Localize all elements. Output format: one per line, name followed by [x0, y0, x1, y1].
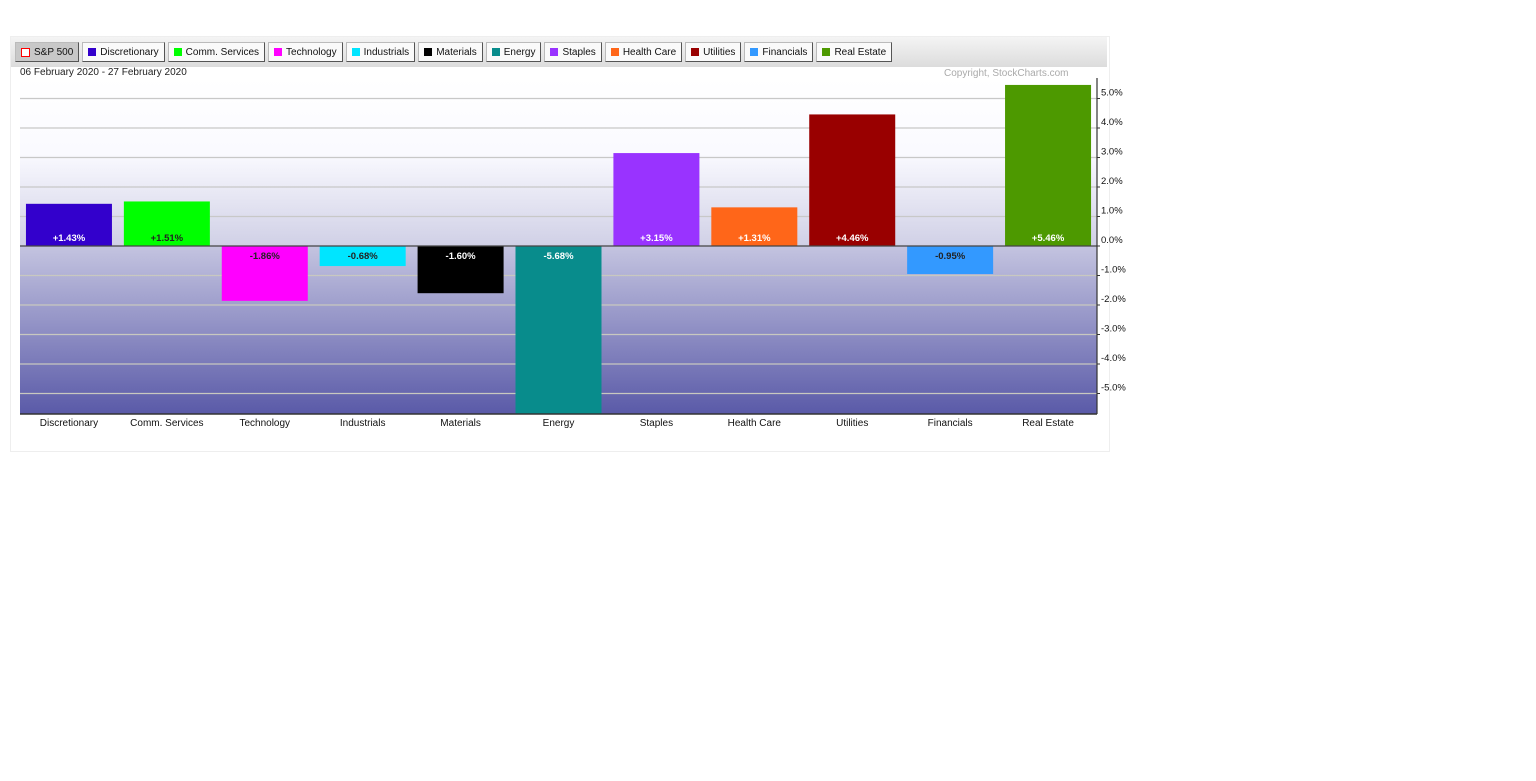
bar-health-care [711, 207, 798, 246]
data-label: +1.51% [151, 233, 184, 244]
y-tick-label: -2.0% [1101, 294, 1126, 305]
legend-button-comm-services[interactable]: Comm. Services [167, 42, 266, 62]
bar-industrials [319, 246, 406, 267]
x-tick-label: Comm. Services [130, 418, 203, 429]
bar-comm-services [123, 201, 210, 246]
bar-staples [613, 153, 700, 246]
legend-swatch [610, 48, 619, 56]
data-label: -0.95% [935, 251, 966, 262]
legend-button-utilities[interactable]: Utilities [685, 42, 742, 62]
bar-technology [221, 246, 308, 301]
date-range: 06 February 2020 - 27 February 2020 [20, 67, 187, 78]
data-label: -5.68% [543, 251, 574, 262]
x-tick-label: Industrials [340, 418, 386, 429]
legend-swatch [424, 48, 433, 56]
legend-swatch [88, 48, 97, 56]
legend-button-health-care[interactable]: Health Care [604, 42, 683, 62]
x-tick-label: Technology [239, 418, 290, 429]
y-tick-label: -4.0% [1101, 353, 1126, 364]
legend-label: Comm. Services [185, 46, 260, 58]
x-tick-label: Discretionary [40, 418, 98, 429]
legend-swatch [750, 48, 759, 56]
legend-button-s-p-500[interactable]: S&P 500 [15, 42, 80, 62]
legend-button-discretionary[interactable]: Discretionary [82, 42, 165, 62]
y-tick-label: 5.0% [1101, 88, 1123, 99]
legend-swatch [274, 48, 283, 56]
legend-button-energy[interactable]: Energy [485, 42, 542, 62]
data-label: +1.43% [53, 233, 86, 244]
legend-swatch [822, 48, 831, 56]
legend-swatch [173, 48, 182, 56]
legend-label: Industrials [363, 46, 410, 58]
x-tick-label: Real Estate [1022, 418, 1074, 429]
legend-button-real-estate[interactable]: Real Estate [816, 42, 893, 62]
data-label: +4.46% [836, 233, 869, 244]
legend-label: Utilities [703, 46, 736, 58]
legend-button-technology[interactable]: Technology [268, 42, 343, 62]
legend-button-materials[interactable]: Materials [418, 42, 483, 62]
legend-swatch [21, 47, 30, 57]
legend-label: Technology [286, 46, 337, 58]
data-label: -1.86% [250, 251, 281, 262]
bar-financials [907, 246, 994, 275]
legend-label: Health Care [622, 46, 677, 58]
legend-label: Energy [503, 46, 536, 58]
bar-materials [417, 246, 504, 294]
y-tick-label: 1.0% [1101, 206, 1123, 217]
legend-swatch [691, 48, 700, 56]
x-tick-label: Financials [928, 418, 973, 429]
x-tick-label: Health Care [728, 418, 782, 429]
y-tick-label: 3.0% [1101, 147, 1123, 158]
x-tick-label: Utilities [836, 418, 868, 429]
legend-button-industrials[interactable]: Industrials [345, 42, 416, 62]
y-tick-label: 2.0% [1101, 176, 1123, 187]
data-label: -1.60% [446, 251, 477, 262]
legend-label: S&P 500 [34, 46, 74, 58]
data-label: +5.46% [1032, 233, 1065, 244]
legend-label: Materials [436, 46, 477, 58]
bar-real-estate [1005, 84, 1092, 247]
legend-swatch [351, 48, 360, 56]
legend-label: Staples [562, 46, 596, 58]
data-label: +1.31% [738, 233, 771, 244]
legend-label: Discretionary [100, 46, 159, 58]
legend-label: Real Estate [834, 46, 887, 58]
y-tick-label: -1.0% [1101, 265, 1126, 276]
y-tick-label: 0.0% [1101, 235, 1123, 246]
y-tick-label: 4.0% [1101, 117, 1123, 128]
x-tick-label: Staples [640, 418, 673, 429]
bar-energy [515, 246, 602, 414]
data-label: +3.15% [640, 233, 673, 244]
bar-utilities [809, 114, 896, 247]
legend-bar: S&P 500 Discretionary Comm. Services Techno… [11, 37, 1107, 67]
legend-swatch [550, 48, 559, 56]
legend-button-staples[interactable]: Staples [544, 42, 602, 62]
y-tick-label: -3.0% [1101, 324, 1126, 335]
x-tick-label: Materials [440, 418, 481, 429]
x-tick-label: Energy [543, 418, 575, 429]
legend-button-financials[interactable]: Financials [744, 42, 814, 62]
bar-discretionary [25, 203, 112, 246]
legend-swatch [491, 48, 500, 56]
data-label: -0.68% [348, 251, 379, 262]
legend-label: Financials [762, 46, 808, 58]
copyright: Copyright, StockCharts.com [944, 68, 1069, 79]
y-tick-label: -5.0% [1101, 383, 1126, 394]
